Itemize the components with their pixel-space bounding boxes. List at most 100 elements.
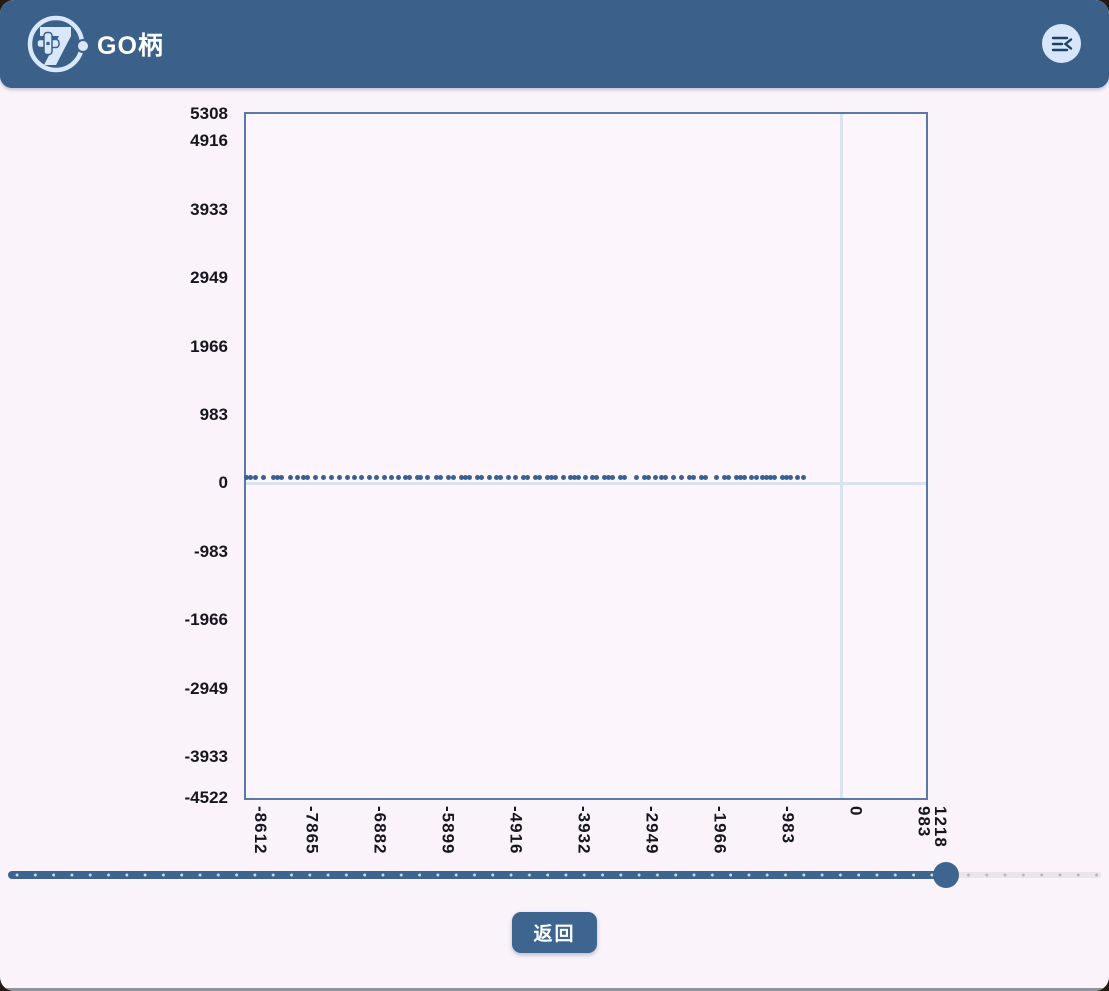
scatter-point bbox=[548, 475, 554, 481]
scatter-point bbox=[301, 475, 307, 481]
scatter-point bbox=[560, 475, 566, 481]
scatter-point bbox=[524, 475, 530, 481]
scatter-point bbox=[248, 475, 254, 481]
scatter-point bbox=[622, 475, 628, 481]
scatter-point bbox=[487, 475, 493, 481]
y-axis-tick-label: 0 bbox=[218, 473, 228, 493]
scatter-point bbox=[606, 475, 612, 481]
scatter-point bbox=[575, 475, 581, 481]
scatter-point bbox=[271, 475, 277, 481]
collapse-menu-icon bbox=[1051, 36, 1072, 51]
scatter-point bbox=[463, 475, 469, 481]
scatter-point bbox=[748, 475, 754, 481]
scatter-point bbox=[702, 475, 708, 481]
scatter-point bbox=[279, 475, 285, 481]
scatter-point bbox=[737, 475, 743, 481]
scatter-point bbox=[678, 475, 684, 481]
scatter-point bbox=[479, 475, 485, 481]
scatter-point bbox=[288, 475, 294, 481]
scatter-point bbox=[520, 475, 526, 481]
scatter-point bbox=[414, 475, 420, 481]
dpad-cross-icon bbox=[36, 31, 60, 56]
zero-x-gridline bbox=[840, 114, 844, 798]
y-axis-tick-label: 983 bbox=[199, 404, 228, 424]
y-axis-tick-label: -1966 bbox=[184, 610, 228, 630]
scatter-point bbox=[451, 475, 457, 481]
scatter-point bbox=[305, 475, 311, 481]
scatter-point bbox=[594, 475, 600, 481]
scatter-point bbox=[760, 475, 766, 481]
y-axis-tick-label: 1966 bbox=[190, 336, 228, 356]
x-axis-tick-label: -6882 bbox=[370, 806, 390, 855]
x-axis-tick-label: -5899 bbox=[438, 806, 458, 855]
slider-thumb[interactable] bbox=[932, 862, 959, 888]
scatter-point bbox=[321, 475, 327, 481]
scatter-point bbox=[366, 475, 372, 481]
scatter-point bbox=[663, 475, 669, 481]
scatter-point bbox=[690, 475, 696, 481]
scatter-point bbox=[467, 475, 473, 481]
y-axis-tick-label: 3933 bbox=[190, 199, 228, 219]
x-axis-tick-label: -3932 bbox=[574, 806, 594, 855]
y-axis-tick-label: -3933 bbox=[184, 747, 228, 767]
scatter-point bbox=[610, 475, 616, 481]
scatter-point bbox=[741, 475, 747, 481]
scatter-point bbox=[313, 475, 319, 481]
scatter-point bbox=[253, 475, 259, 481]
scatter-point bbox=[725, 475, 731, 481]
scatter-point bbox=[406, 475, 412, 481]
scatter-point bbox=[768, 475, 774, 481]
y-axis-tick-label: -2949 bbox=[184, 678, 228, 698]
scatter-point bbox=[512, 475, 518, 481]
scatter-point bbox=[698, 475, 704, 481]
scatter-point bbox=[713, 475, 719, 481]
scatter-point bbox=[659, 475, 665, 481]
y-axis-tick-label: -983 bbox=[193, 541, 228, 561]
scatter-point bbox=[351, 475, 357, 481]
x-axis-tick-label: 1218 bbox=[931, 806, 950, 848]
scatter-point bbox=[602, 475, 608, 481]
scatter-point bbox=[336, 475, 342, 481]
scatter-point bbox=[733, 475, 739, 481]
scatter-point bbox=[358, 475, 364, 481]
x-axis-tick-label: -2949 bbox=[642, 806, 662, 855]
scatter-point bbox=[434, 475, 440, 481]
scatter-point bbox=[446, 475, 452, 481]
scatter-point bbox=[582, 475, 588, 481]
scatter-point bbox=[653, 475, 659, 481]
scatter-point bbox=[532, 475, 538, 481]
scatter-point bbox=[567, 475, 573, 481]
scatter-point bbox=[544, 475, 550, 481]
y-axis-tick-label: 2949 bbox=[190, 268, 228, 288]
scatter-point bbox=[642, 475, 648, 481]
scatter-point bbox=[329, 475, 334, 481]
scatter-point bbox=[784, 475, 790, 481]
x-axis-tick-label: -7865 bbox=[302, 806, 322, 855]
scatter-point bbox=[753, 475, 759, 481]
window-bottom-edge bbox=[0, 988, 1109, 991]
y-axis-tick-label: -4522 bbox=[184, 788, 228, 807]
scatter-point bbox=[571, 475, 577, 481]
scatter-point bbox=[671, 475, 676, 481]
back-button[interactable]: 返回 bbox=[512, 912, 597, 953]
x-axis-tick-label: -1966 bbox=[710, 806, 730, 855]
position-slider[interactable] bbox=[8, 862, 1101, 888]
scatter-point bbox=[497, 475, 503, 481]
scatter-point bbox=[459, 475, 465, 481]
scatter-point bbox=[373, 475, 379, 481]
scatter-point bbox=[418, 475, 424, 481]
scatter-point bbox=[505, 475, 511, 481]
scatter-point bbox=[244, 475, 250, 481]
scatter-point bbox=[764, 475, 770, 481]
collapse-menu-button[interactable] bbox=[1042, 24, 1081, 63]
scatter-point bbox=[438, 475, 444, 481]
scatter-point bbox=[788, 475, 794, 481]
zero-y-gridline bbox=[246, 481, 926, 485]
scatter-point bbox=[388, 475, 394, 481]
app-header: GO柄 bbox=[0, 0, 1109, 88]
scatter-point bbox=[275, 475, 281, 481]
scatter-point bbox=[552, 475, 558, 481]
scatter-point bbox=[686, 475, 692, 481]
